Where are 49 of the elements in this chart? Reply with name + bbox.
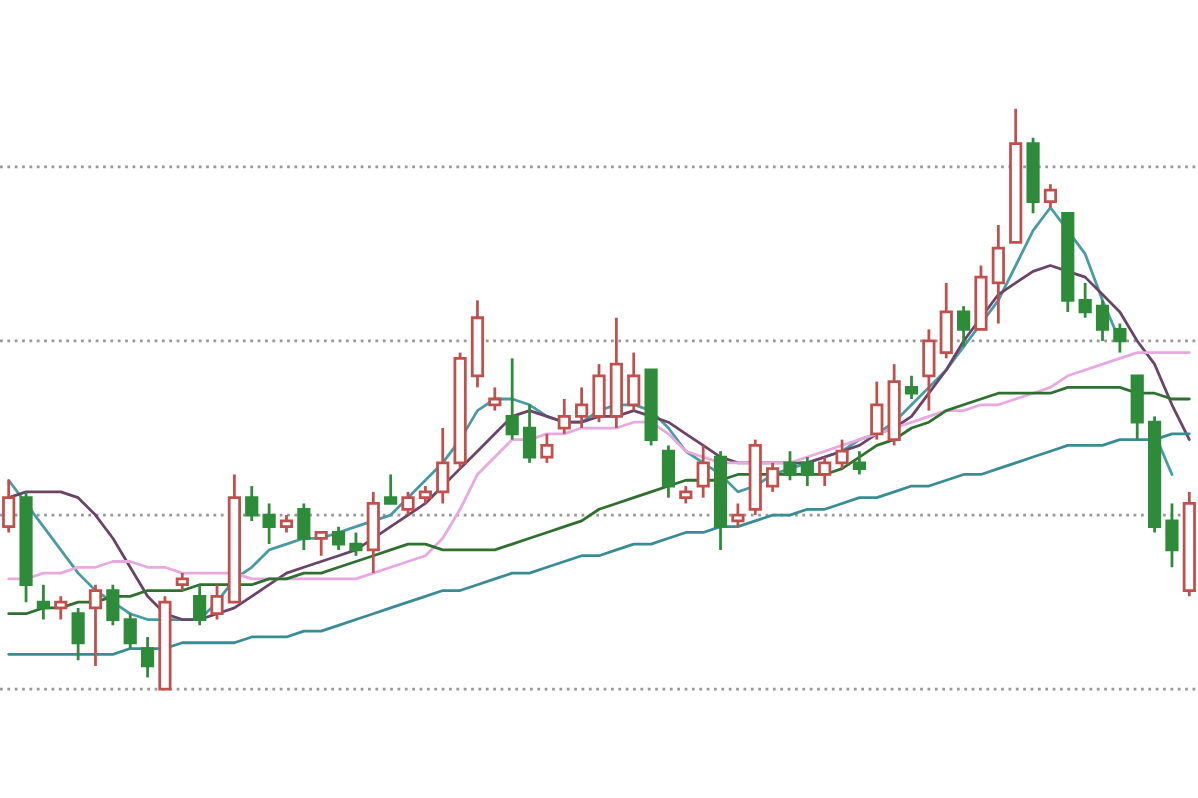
candlestick xyxy=(1130,374,1144,442)
candlestick xyxy=(592,362,606,424)
candlestick xyxy=(922,327,936,412)
candlestick xyxy=(366,490,380,575)
candlestick xyxy=(800,455,814,488)
candlestick xyxy=(314,531,328,558)
candlestick xyxy=(522,403,537,465)
candlestick xyxy=(904,374,919,401)
candlestick xyxy=(540,432,554,465)
candlestick xyxy=(71,606,85,662)
candlestick xyxy=(401,490,415,517)
candlestick xyxy=(731,502,745,529)
candlestick xyxy=(1113,322,1127,354)
candlestick xyxy=(262,502,276,546)
candlestick xyxy=(575,386,589,430)
candlestick xyxy=(957,304,971,349)
candlestick xyxy=(123,612,137,650)
candlestick xyxy=(939,281,953,360)
candlestick xyxy=(331,525,346,552)
candlestick xyxy=(783,449,797,482)
candlestick xyxy=(54,594,68,621)
candlestick xyxy=(193,583,207,627)
candlestick xyxy=(245,484,259,523)
candlestick xyxy=(766,461,780,494)
candlestick xyxy=(852,449,867,476)
candlestick xyxy=(818,455,832,488)
candlestick xyxy=(106,583,120,627)
candlestick xyxy=(505,356,519,442)
candlestick xyxy=(88,583,103,668)
candlestick xyxy=(210,583,224,621)
candlestick xyxy=(1043,182,1058,209)
candlestick xyxy=(1095,298,1110,343)
candlestick xyxy=(384,473,398,505)
candlestick xyxy=(627,351,641,412)
candlestick xyxy=(1078,281,1092,320)
candlestick xyxy=(557,397,571,436)
candlestick xyxy=(2,478,16,534)
candlestick xyxy=(661,444,676,500)
candlestick xyxy=(140,635,155,679)
candlestick xyxy=(488,386,502,412)
candlestick xyxy=(36,583,50,621)
candlestick xyxy=(349,531,363,558)
candlestick xyxy=(835,438,849,471)
candlestick xyxy=(436,426,450,505)
candlestick xyxy=(870,380,884,442)
candlestick xyxy=(297,502,311,552)
candlestick xyxy=(1165,502,1179,569)
candlestick xyxy=(991,223,1005,325)
candlestick xyxy=(696,444,710,500)
